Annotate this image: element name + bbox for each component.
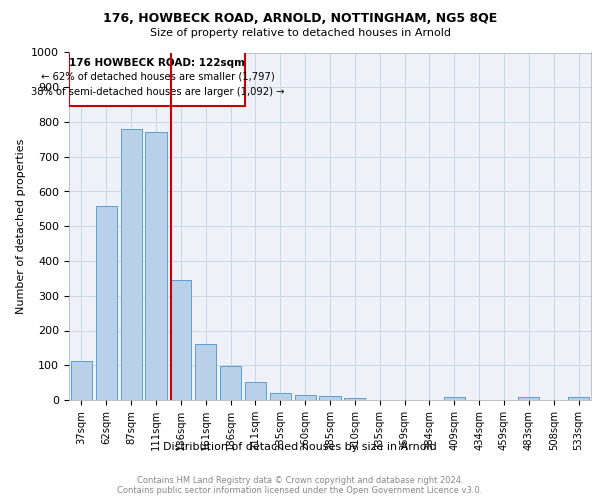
Text: 176, HOWBECK ROAD, ARNOLD, NOTTINGHAM, NG5 8QE: 176, HOWBECK ROAD, ARNOLD, NOTTINGHAM, N… — [103, 12, 497, 26]
Bar — [518, 397, 539, 400]
Bar — [170, 280, 191, 400]
Bar — [96, 206, 117, 400]
Text: Size of property relative to detached houses in Arnold: Size of property relative to detached ho… — [149, 28, 451, 38]
Bar — [121, 130, 142, 400]
Bar — [71, 360, 92, 400]
Y-axis label: Number of detached properties: Number of detached properties — [16, 138, 26, 314]
Bar — [270, 393, 291, 400]
Bar — [444, 397, 465, 400]
Bar — [245, 382, 266, 400]
Bar — [195, 344, 216, 400]
Text: 38% of semi-detached houses are larger (1,092) →: 38% of semi-detached houses are larger (… — [31, 88, 284, 98]
Bar — [295, 395, 316, 400]
Bar — [319, 396, 341, 400]
Text: ← 62% of detached houses are smaller (1,797): ← 62% of detached houses are smaller (1,… — [41, 72, 274, 82]
Bar — [344, 398, 365, 400]
Bar — [220, 366, 241, 400]
Text: 176 HOWBECK ROAD: 122sqm: 176 HOWBECK ROAD: 122sqm — [70, 58, 245, 68]
Bar — [145, 132, 167, 400]
Text: Distribution of detached houses by size in Arnold: Distribution of detached houses by size … — [163, 442, 437, 452]
Bar — [568, 397, 589, 400]
Bar — [70, 51, 245, 106]
Text: Contains HM Land Registry data © Crown copyright and database right 2024.
Contai: Contains HM Land Registry data © Crown c… — [118, 476, 482, 495]
